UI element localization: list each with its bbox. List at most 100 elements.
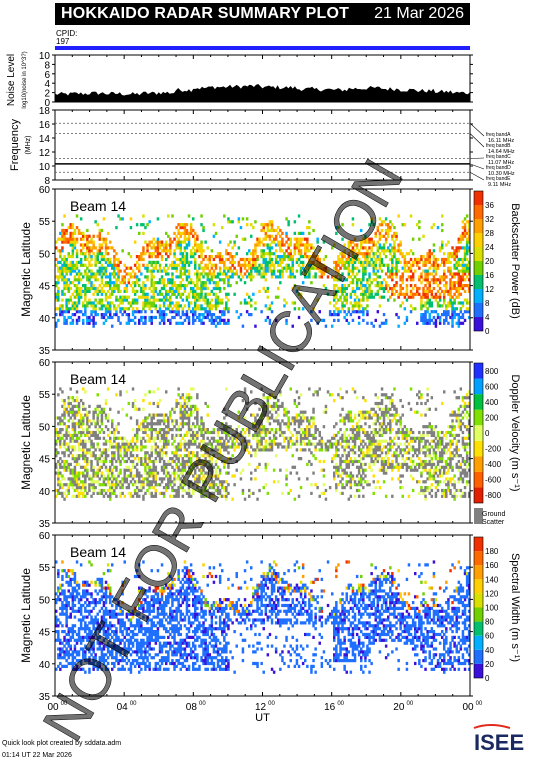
scatter-cell xyxy=(142,477,145,481)
scatter-cell xyxy=(422,269,425,273)
scatter-cell xyxy=(104,425,108,429)
scatter-cell xyxy=(202,462,205,466)
scatter-cell xyxy=(283,255,286,259)
scatter-cell xyxy=(318,442,321,446)
scatter-cell xyxy=(223,425,226,429)
scatter-cell xyxy=(461,269,465,273)
scatter-cell xyxy=(299,410,303,414)
scatter-cell xyxy=(146,465,149,469)
scatter-cell xyxy=(403,255,407,259)
scatter-cell xyxy=(169,462,172,466)
scatter-cell xyxy=(418,260,421,264)
scatter-cell xyxy=(231,454,234,458)
scatter-cell xyxy=(254,246,257,250)
scatter-cell xyxy=(61,263,64,267)
scatter-cell xyxy=(177,289,180,293)
scatter-cell xyxy=(351,266,355,270)
scatter-cell xyxy=(173,260,176,264)
scatter-cell xyxy=(63,315,66,320)
scatter-cell xyxy=(393,234,396,238)
scatter-cell xyxy=(133,483,137,487)
scatter-cell xyxy=(86,462,89,466)
scatter-cell xyxy=(372,223,375,227)
scatter-cell xyxy=(274,260,278,264)
scatter-cell xyxy=(422,263,425,267)
scatter-cell xyxy=(380,223,384,227)
scatter-cell xyxy=(111,442,114,446)
scatter-cell xyxy=(75,486,79,490)
scatter-cell xyxy=(403,321,407,325)
scatter-cell xyxy=(287,439,290,443)
scatter-cell xyxy=(360,281,363,285)
scatter-cell xyxy=(218,255,222,259)
scatter-cell xyxy=(171,419,174,423)
scatter-cell xyxy=(63,275,66,279)
scatter-cell xyxy=(428,321,431,325)
scatter-cell xyxy=(71,396,75,400)
scatter-cell xyxy=(206,448,209,452)
scatter-cell xyxy=(270,263,274,267)
scatter-cell xyxy=(200,454,203,458)
scatter-cell xyxy=(262,255,265,259)
scatter-cell xyxy=(67,289,70,293)
scatter-cell xyxy=(84,483,87,487)
scatter-cell xyxy=(125,284,129,288)
scatter-cell xyxy=(401,255,404,259)
scatter-cell xyxy=(69,468,72,472)
scatter-cell xyxy=(177,491,180,495)
scatter-cell xyxy=(370,246,373,250)
scatter-cell xyxy=(372,266,375,270)
scatter-cell xyxy=(171,281,174,285)
scatter-cell xyxy=(150,263,153,267)
scatter-cell xyxy=(355,295,359,299)
scatter-cell xyxy=(111,486,114,490)
scatter-cell xyxy=(198,474,201,478)
scatter-cell xyxy=(154,436,158,440)
scatter-cell xyxy=(79,486,83,490)
scatter-cell xyxy=(322,483,326,487)
scatter-cell xyxy=(316,393,319,397)
scatter-cell xyxy=(86,419,89,423)
scatter-cell xyxy=(364,260,367,264)
scatter-cell xyxy=(106,281,110,285)
scatter-cell xyxy=(206,275,209,279)
scatter-cell xyxy=(357,252,361,256)
scatter-cell xyxy=(96,442,99,446)
scatter-cell xyxy=(125,295,129,299)
scatter-cell xyxy=(279,234,282,238)
scatter-cell xyxy=(395,249,398,253)
scatter-cell xyxy=(67,404,70,408)
scatter-cell xyxy=(312,275,315,279)
scatter-cell xyxy=(73,433,77,437)
scatter-cell xyxy=(59,442,62,446)
scatter-cell xyxy=(102,284,106,288)
scatter-cell xyxy=(310,243,313,247)
scatter-cell xyxy=(221,480,224,484)
scatter-cell xyxy=(158,433,162,437)
scatter-cell xyxy=(223,480,226,484)
scatter-cell xyxy=(210,315,214,320)
scatter-cell xyxy=(171,428,174,432)
scatter-cell xyxy=(264,465,268,469)
scatter-cell xyxy=(451,284,454,288)
scatter-cell xyxy=(241,428,245,432)
scatter-cell xyxy=(158,281,162,285)
scatter-cell xyxy=(167,416,170,420)
scatter-cell xyxy=(393,286,396,291)
scatter-cell xyxy=(457,295,461,299)
scatter-cell xyxy=(370,281,373,285)
scatter-cell xyxy=(129,451,133,455)
scatter-cell xyxy=(467,263,471,267)
scatter-cell xyxy=(189,278,193,282)
scatter-cell xyxy=(187,240,191,244)
scatter-cell xyxy=(264,263,268,267)
scatter-cell xyxy=(368,278,371,282)
scatter-cell xyxy=(61,433,64,437)
scatter-cell xyxy=(333,304,336,308)
scatter-cell xyxy=(177,401,180,406)
scatter-cell xyxy=(214,324,218,328)
scatter-cell xyxy=(304,436,307,440)
scatter-cell xyxy=(165,433,168,437)
scatter-cell xyxy=(343,263,346,267)
scatter-cell xyxy=(405,286,409,291)
